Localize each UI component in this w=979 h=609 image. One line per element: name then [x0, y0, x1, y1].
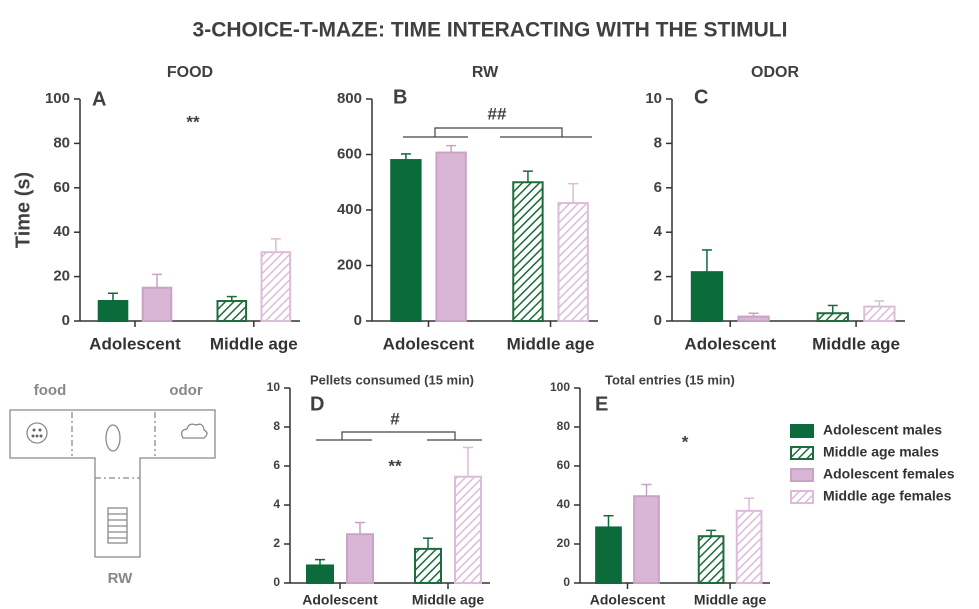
bar: [455, 477, 481, 583]
y-tick-label: 60: [557, 458, 571, 472]
x-tick-label: Middle age: [507, 334, 595, 353]
bar: [558, 203, 587, 321]
y-tick-label: 40: [557, 497, 571, 511]
bar: [738, 317, 768, 321]
bar: [737, 511, 762, 583]
x-tick-label: Adolescent: [590, 592, 666, 608]
chart-title: Pellets consumed (15 min): [310, 372, 474, 387]
diagram-label: odor: [169, 382, 202, 399]
x-tick-label: Adolescent: [302, 592, 378, 608]
y-tick-label: 100: [45, 90, 70, 107]
x-tick-label: Adolescent: [89, 334, 181, 353]
y-tick-label: 400: [337, 201, 362, 218]
annotation: **: [388, 456, 402, 475]
y-tick-label: 200: [337, 256, 362, 273]
annotation: #: [390, 409, 400, 428]
panel-label: D: [310, 393, 324, 415]
y-tick-label: 0: [563, 575, 570, 589]
bar: [699, 536, 724, 583]
y-tick-label: 8: [654, 134, 662, 151]
bar: [436, 153, 465, 321]
y-tick-label: 600: [337, 145, 362, 162]
y-tick-label: 80: [557, 419, 571, 433]
y-tick-label: 0: [273, 575, 280, 589]
bar: [596, 527, 621, 583]
legend-label: Adolescent males: [823, 422, 942, 438]
x-tick-label: Adolescent: [684, 334, 776, 353]
panel-label: A: [92, 88, 106, 110]
legend-label: Middle age males: [823, 444, 939, 460]
bar: [513, 182, 542, 321]
y-tick-label: 0: [62, 312, 70, 329]
bar: [307, 565, 333, 583]
diagram-label: RW: [108, 570, 134, 587]
y-tick-label: 800: [337, 90, 362, 107]
bar: [415, 549, 441, 583]
chart-title: FOOD: [167, 64, 213, 81]
y-tick-label: 6: [273, 458, 280, 472]
bar: [99, 301, 128, 321]
bar: [692, 272, 722, 321]
bar: [391, 160, 420, 321]
y-tick-label: 60: [53, 179, 70, 196]
y-tick-label: 10: [267, 380, 281, 394]
y-tick-label: 4: [273, 497, 280, 511]
figure-title: 3-CHOICE-T-MAZE: TIME INTERACTING WITH T…: [193, 19, 788, 42]
legend-label: Middle age females: [823, 488, 952, 504]
y-tick-label: 2: [654, 268, 662, 285]
legend-swatch: [791, 425, 813, 437]
y-tick-label: 4: [654, 223, 663, 240]
chart-title: Total entries (15 min): [605, 372, 735, 387]
legend-label: Adolescent females: [823, 466, 955, 482]
x-tick-label: Middle age: [694, 592, 767, 608]
y-tick-label: 80: [53, 134, 70, 151]
figure: 3-CHOICE-T-MAZE: TIME INTERACTING WITH T…: [0, 0, 979, 609]
x-tick-label: Middle age: [812, 334, 900, 353]
x-tick-label: Middle age: [210, 334, 298, 353]
annotation: *: [682, 432, 689, 451]
x-tick-label: Middle age: [412, 592, 485, 608]
y-tick-label: 20: [53, 268, 70, 285]
y-tick-label: 10: [645, 90, 662, 107]
bar: [262, 252, 291, 321]
y-tick-label: 100: [550, 380, 570, 394]
maze-diagram: food odor RW: [10, 382, 215, 587]
bar: [218, 301, 247, 321]
panel-label: B: [393, 86, 407, 108]
panel-label: E: [595, 393, 608, 415]
legend-swatch: [791, 447, 813, 459]
chart-title: ODOR: [751, 64, 799, 81]
diagram-label: food: [34, 382, 66, 399]
bar: [143, 288, 172, 321]
y-tick-label: 40: [53, 223, 70, 240]
y-tick-label: 0: [354, 312, 362, 329]
y-axis-label: Time (s): [12, 172, 34, 248]
x-tick-label: Adolescent: [383, 334, 475, 353]
bar: [818, 313, 848, 321]
y-tick-label: 2: [273, 536, 280, 550]
chart-title: RW: [472, 64, 499, 81]
significance-bracket: [403, 128, 592, 137]
y-tick-label: 8: [273, 419, 280, 433]
panel-label: C: [694, 86, 708, 108]
significance-bracket: [316, 432, 482, 440]
annotation: **: [186, 112, 200, 131]
legend-swatch: [791, 491, 813, 503]
y-tick-label: 6: [654, 179, 662, 196]
bar: [634, 496, 659, 583]
legend-swatch: [791, 469, 813, 481]
y-tick-label: 20: [557, 536, 571, 550]
bar: [347, 534, 373, 583]
annotation: ##: [488, 104, 507, 123]
y-tick-label: 0: [654, 312, 662, 329]
bar: [864, 307, 894, 321]
